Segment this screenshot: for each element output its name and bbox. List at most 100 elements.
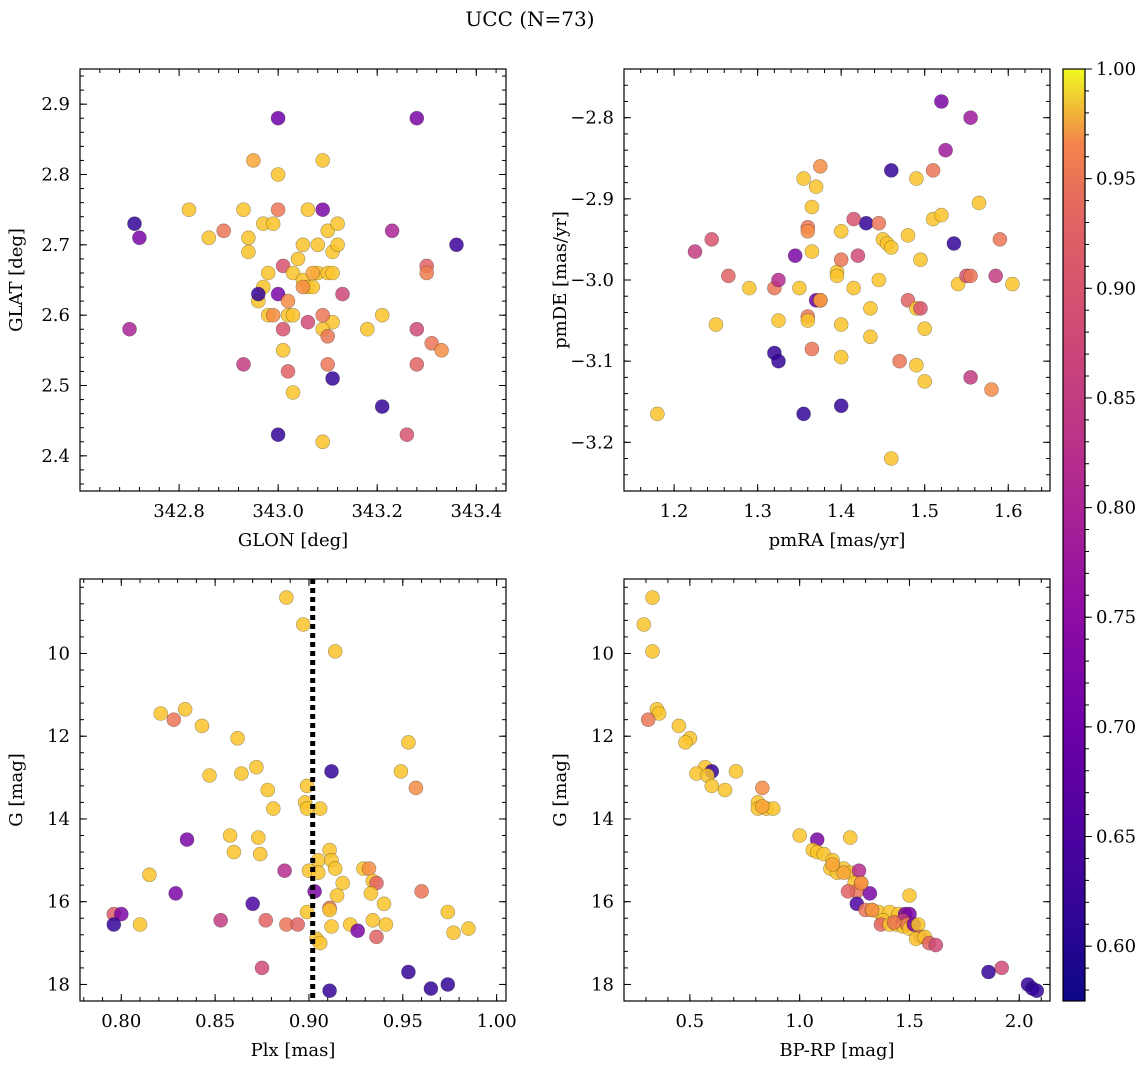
data-point: [325, 371, 340, 386]
data-point: [285, 265, 301, 281]
data-point: [833, 224, 849, 239]
data-point: [265, 216, 281, 231]
data-point: [260, 782, 276, 798]
data-point: [754, 780, 770, 796]
x-tick-label: 343.2: [351, 501, 403, 522]
y-tick-label: 2.9: [41, 94, 70, 115]
colorbar-tick-label: 0.60: [1096, 936, 1136, 957]
data-point: [179, 832, 195, 847]
y-tick-label: 2.6: [41, 305, 70, 326]
data-point: [419, 265, 435, 281]
colorbar-tick-label: 1.00: [1096, 59, 1136, 80]
data-point: [254, 960, 270, 976]
data-point: [300, 202, 316, 217]
data-point: [132, 230, 147, 246]
data-point: [917, 374, 933, 389]
data-point: [461, 921, 476, 936]
x-axis-label: BP-RP [mag]: [779, 1040, 894, 1061]
data-point: [315, 307, 331, 323]
data-point: [414, 884, 429, 899]
data-point: [181, 202, 197, 217]
data-point: [804, 199, 820, 215]
data-point: [310, 237, 326, 253]
data-point: [938, 142, 953, 158]
data-point: [295, 237, 311, 253]
data-point: [640, 712, 656, 728]
points: [650, 94, 1020, 466]
y-axis-label: G [mag]: [6, 753, 27, 826]
data-point: [971, 195, 987, 211]
data-point: [399, 427, 415, 443]
points: [122, 110, 464, 450]
x-tick-label: 0.85: [195, 1011, 235, 1032]
y-tick-label: −2.9: [570, 189, 614, 210]
data-point: [290, 917, 306, 932]
data-point: [963, 110, 978, 125]
colorbar: 0.60 0.65 0.70 0.75 0.80 0.85 0.90 0.95 1.00: [1062, 59, 1136, 1002]
data-point: [645, 590, 660, 605]
data-point: [771, 272, 786, 288]
scatter-panel-plx-g: 0.80 0.85 0.90 0.95 1.00 10 12 14 16 18 Plx [mas] G…: [6, 578, 517, 1061]
data-point: [846, 280, 862, 296]
data-point: [440, 977, 456, 992]
data-point: [883, 163, 899, 178]
data-point: [275, 342, 291, 358]
data-point: [270, 167, 286, 182]
data-point: [393, 764, 409, 779]
data-point: [245, 896, 260, 912]
data-point: [704, 232, 720, 247]
data-point: [250, 830, 266, 845]
data-point: [270, 427, 286, 443]
data-point: [434, 342, 449, 358]
data-point: [177, 701, 193, 717]
x-tick-label: 1.0: [785, 1011, 814, 1032]
x-tick-label: 343.0: [252, 501, 304, 522]
y-tick-label: 2.7: [41, 235, 70, 256]
data-point: [260, 265, 276, 281]
y-tick-label: 16: [591, 892, 614, 913]
data-point: [241, 230, 256, 246]
data-point: [127, 216, 142, 231]
data-point: [315, 202, 331, 217]
data-point: [408, 780, 424, 796]
figure-title: UCC (N=73): [465, 7, 594, 31]
data-point: [883, 240, 899, 255]
data-point: [114, 906, 129, 922]
data-point: [840, 884, 856, 899]
data-point: [270, 110, 286, 126]
scatter-panel-glon-glat: 342.8 343.0 343.2 343.4 2.4 2.5 2.6 2.7 2.8 2.9 GL…: [6, 68, 507, 551]
data-point: [1029, 983, 1045, 999]
colorbar-tick-label: 0.95: [1096, 169, 1136, 190]
x-tick-label: 1.3: [743, 501, 772, 522]
data-point: [934, 207, 949, 223]
colorbar-gradient: [1062, 68, 1086, 1002]
y-tick-label: 12: [47, 726, 70, 747]
data-point: [327, 644, 343, 659]
data-point: [363, 886, 379, 901]
plot-frame: [79, 578, 507, 1002]
data-point: [401, 964, 416, 980]
x-axis-label: Plx [mas]: [251, 1040, 336, 1061]
data-point: [226, 844, 242, 860]
x-tick-label: 1.5: [895, 1011, 924, 1032]
data-point: [275, 321, 291, 337]
data-point: [359, 321, 375, 337]
data-point: [704, 778, 720, 794]
data-point: [792, 280, 807, 296]
data-point: [275, 258, 291, 274]
y-tick-label: −3.0: [570, 270, 614, 291]
points: [636, 590, 1045, 999]
colorbar-tick-label: 0.80: [1096, 498, 1136, 519]
data-point: [804, 244, 820, 259]
x-tick-label: 1.6: [994, 501, 1023, 522]
data-point: [771, 313, 786, 328]
data-point: [270, 286, 286, 302]
data-point: [153, 706, 168, 721]
data-point: [796, 406, 811, 422]
data-point: [295, 617, 311, 632]
data-point: [934, 94, 949, 109]
data-point: [928, 937, 944, 953]
y-tick-label: 18: [591, 974, 614, 995]
data-point: [312, 801, 328, 816]
data-point: [833, 317, 849, 332]
